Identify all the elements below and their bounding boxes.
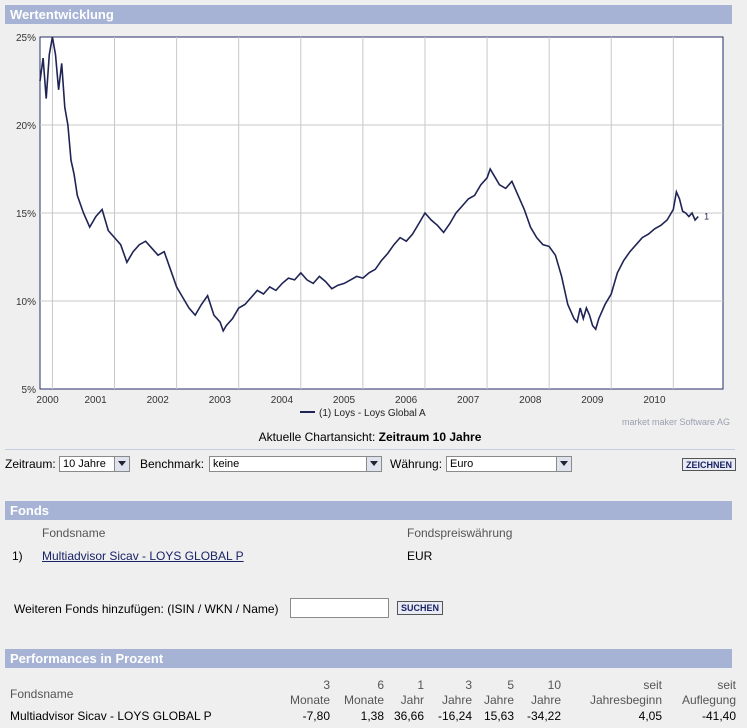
y-tick-label: 5% bbox=[22, 385, 37, 396]
y-tick-label: 20% bbox=[16, 121, 36, 132]
performance-col-header: 5 Jahre bbox=[484, 678, 514, 708]
series-end-label: 1 bbox=[704, 212, 709, 222]
performance-col-header: 1 Jahr bbox=[401, 678, 424, 708]
fonds-col-currency: Fondspreiswährung bbox=[407, 526, 513, 540]
waehrung-label: Währung: bbox=[390, 457, 443, 471]
zeitraum-label: Zeitraum: bbox=[5, 457, 56, 471]
performance-col-header-line1: 1 bbox=[417, 678, 424, 692]
performance-col-header-line1: 5 bbox=[507, 678, 514, 692]
performance-value: -34,22 bbox=[526, 709, 561, 723]
fonds-row-number: 1) bbox=[12, 549, 23, 563]
performance-value: -16,24 bbox=[437, 709, 472, 723]
x-tick-label: 2004 bbox=[271, 395, 294, 406]
performance-col-header: 3 Jahre bbox=[442, 678, 472, 708]
divider bbox=[5, 449, 735, 450]
performance-col-header: seit Auflegung bbox=[682, 678, 736, 708]
performance-col-header-line2: Jahre bbox=[530, 693, 561, 707]
zeitraum-select[interactable]: 10 Jahre bbox=[59, 456, 130, 472]
chevron-down-icon[interactable] bbox=[114, 457, 129, 471]
add-fonds-label: Weiteren Fonds hinzufügen: (ISIN / WKN /… bbox=[14, 602, 279, 616]
performance-col-header-line1: 6 bbox=[377, 678, 384, 692]
performance-col-header-line2: Auflegung bbox=[681, 693, 736, 707]
fonds-col-name: Fondsname bbox=[42, 526, 106, 540]
current-view: Aktuelle Chartansicht: Zeitraum 10 Jahre bbox=[0, 430, 740, 444]
zeichnen-button[interactable]: ZEICHNEN bbox=[682, 458, 737, 471]
performance-section-header: Performances in Prozent bbox=[5, 649, 732, 668]
performance-chart: 25% 20% 15% 10% 5% 2000 2001 2002 2003 2004 2005 2… bbox=[16, 33, 724, 419]
performance-col-header-line2: Monate bbox=[343, 693, 384, 707]
performance-col-name: Fondsname bbox=[10, 687, 74, 701]
performance-col-header-line1: seit bbox=[717, 678, 736, 692]
waehrung-select[interactable]: Euro bbox=[446, 456, 572, 472]
performance-section-title: Performances in Prozent bbox=[10, 651, 164, 666]
performance-value: 1,38 bbox=[360, 709, 384, 723]
x-tick-label: 2008 bbox=[519, 395, 542, 406]
fonds-row-currency: EUR bbox=[407, 549, 433, 563]
chart-source: market maker Software AG bbox=[621, 417, 730, 427]
performance-col-header-line2: Jahresbeginn bbox=[589, 693, 662, 707]
fonds-row-name-link[interactable]: Multiadvisor Sicav - LOYS GLOBAL P bbox=[42, 549, 244, 563]
y-tick-label: 25% bbox=[16, 33, 36, 44]
y-tick-label: 15% bbox=[16, 209, 36, 220]
performance-col-header: 6 Monate bbox=[344, 678, 384, 708]
x-tick-label: 2006 bbox=[395, 395, 418, 406]
performance-col-header-line2: Jahre bbox=[483, 693, 514, 707]
legend-label: (1) Loys - Loys Global A bbox=[319, 408, 426, 419]
fonds-section-header: Fonds bbox=[5, 501, 732, 520]
waehrung-selected-value: Euro bbox=[450, 458, 474, 470]
performance-value: -7,80 bbox=[302, 709, 330, 723]
x-tick-label: 2001 bbox=[85, 395, 108, 406]
add-fonds-input[interactable] bbox=[290, 598, 389, 618]
series-line bbox=[39, 36, 699, 333]
performance-value: 15,63 bbox=[483, 709, 514, 723]
performance-col-header-line2: Monate bbox=[289, 693, 330, 707]
performance-col-header-line2: Jahr bbox=[400, 693, 424, 707]
performance-col-header: seit Jahresbeginn bbox=[590, 678, 662, 708]
chart-section-title: Wertentwicklung bbox=[10, 7, 114, 22]
suchen-button[interactable]: SUCHEN bbox=[397, 601, 444, 615]
performance-value: -41,40 bbox=[701, 709, 736, 723]
chevron-down-icon[interactable] bbox=[366, 457, 381, 471]
performance-col-header-line1: seit bbox=[643, 678, 662, 692]
y-tick-label: 10% bbox=[16, 297, 36, 308]
performance-row-name: Multiadvisor Sicav - LOYS GLOBAL P bbox=[10, 709, 212, 723]
fonds-section-title: Fonds bbox=[10, 503, 49, 518]
performance-value: 4,05 bbox=[638, 709, 662, 723]
benchmark-select[interactable]: keine bbox=[209, 456, 382, 472]
x-tick-label: 2002 bbox=[147, 395, 170, 406]
performance-col-header-line1: 3 bbox=[465, 678, 472, 692]
chart-section-header: Wertentwicklung bbox=[5, 5, 732, 24]
performance-col-header: 10 Jahre bbox=[531, 678, 561, 708]
current-view-value: Zeitraum 10 Jahre bbox=[378, 430, 482, 444]
current-view-label: Aktuelle Chartansicht: bbox=[258, 430, 376, 444]
x-tick-label: 2003 bbox=[209, 395, 232, 406]
zeitraum-selected-value: 10 Jahre bbox=[63, 458, 106, 470]
x-tick-label: 2007 bbox=[457, 395, 480, 406]
x-tick-label: 2010 bbox=[643, 395, 666, 406]
performance-col-header-line2: Jahre bbox=[441, 693, 472, 707]
performance-col-header: 3 Monate bbox=[290, 678, 330, 708]
x-tick-label: 2009 bbox=[581, 395, 604, 406]
performance-value: 36,66 bbox=[393, 709, 424, 723]
benchmark-selected-value: keine bbox=[213, 458, 240, 470]
benchmark-label: Benchmark: bbox=[140, 457, 205, 471]
x-tick-label: 2005 bbox=[333, 395, 356, 406]
chevron-down-icon[interactable] bbox=[556, 457, 571, 471]
performance-col-header-line1: 3 bbox=[323, 678, 330, 692]
x-tick-label: 2000 bbox=[36, 395, 59, 406]
performance-col-header-line1: 10 bbox=[547, 678, 561, 692]
